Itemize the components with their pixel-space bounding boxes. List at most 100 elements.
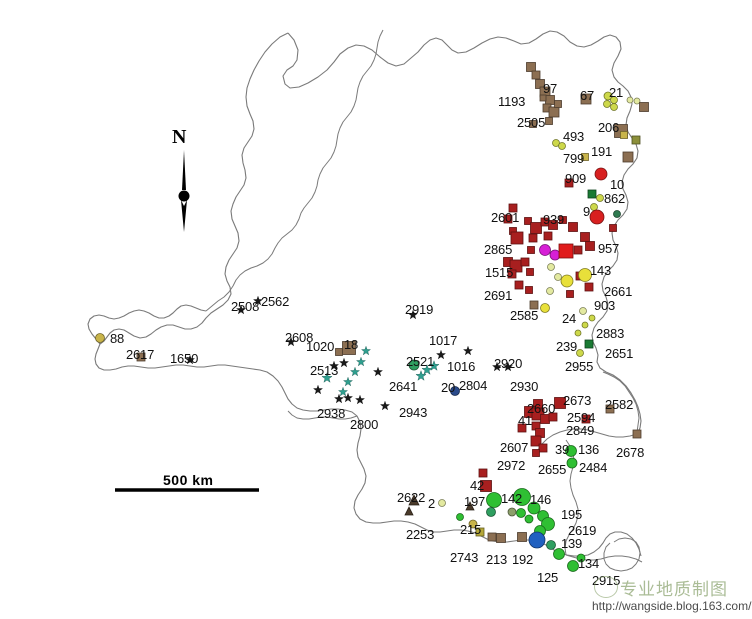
map-marker <box>531 70 541 80</box>
map-point-label: 125 <box>537 570 559 585</box>
map-marker <box>581 321 589 329</box>
map-marker <box>546 287 554 295</box>
map-marker <box>507 507 517 517</box>
map-marker <box>532 449 540 457</box>
scale-bar-label: 500 km <box>163 472 214 488</box>
map-marker <box>573 245 583 255</box>
map-point-label: 215 <box>460 522 482 537</box>
map-marker <box>609 224 617 232</box>
map-point-label: 192 <box>512 552 534 567</box>
map-marker <box>235 304 247 315</box>
map-point-label: 2513 <box>310 363 339 378</box>
map-point-label: 957 <box>598 241 620 256</box>
map-marker <box>480 480 492 492</box>
map-point-label: 134 <box>578 556 600 571</box>
map-point-label: 197 <box>464 494 486 509</box>
map-marker <box>530 222 542 234</box>
map-point-label: 2943 <box>399 405 428 420</box>
map-marker <box>527 246 535 254</box>
map-marker <box>435 349 447 360</box>
map-marker <box>450 386 460 396</box>
map-marker <box>574 329 582 337</box>
map-marker <box>478 468 488 478</box>
map-marker <box>372 366 384 377</box>
map-marker <box>553 548 565 560</box>
map-marker <box>524 514 534 524</box>
map-marker <box>408 494 420 506</box>
map-point-label: 67 <box>580 88 595 103</box>
map-marker <box>517 423 527 433</box>
map-marker <box>558 142 566 150</box>
map-point-label: 213 <box>486 552 508 567</box>
map-point-label: 2505 <box>517 115 546 130</box>
map-marker <box>502 361 514 372</box>
map-point-label: 10 <box>610 177 625 192</box>
map-marker <box>530 435 542 447</box>
map-marker <box>462 345 474 356</box>
map-marker <box>632 429 642 439</box>
map-marker <box>540 303 550 313</box>
map-point-label: 143 <box>590 263 612 278</box>
map-marker <box>338 357 350 368</box>
map-marker <box>312 384 324 395</box>
map-point-label: 2938 <box>317 406 346 421</box>
map-point-label: 21 <box>609 85 624 100</box>
map-point-label: 2253 <box>406 527 435 542</box>
map-marker <box>547 263 555 271</box>
map-marker <box>421 364 433 375</box>
map-marker <box>496 533 506 543</box>
map-point-label: 2972 <box>497 458 526 473</box>
map-point-label: 2641 <box>389 379 418 394</box>
map-marker <box>566 290 574 298</box>
map-marker <box>465 501 475 511</box>
map-point-label: 2661 <box>604 284 633 299</box>
map-point-label: 2508 <box>231 299 260 314</box>
map-point-label: 862 <box>604 191 626 206</box>
map-marker <box>587 189 597 199</box>
map-point-label: 136 <box>578 442 600 457</box>
map-marker <box>576 553 586 563</box>
map-marker <box>539 244 551 256</box>
map-marker <box>528 531 546 549</box>
map-point-label: 41 <box>518 413 533 428</box>
map-marker <box>136 352 146 362</box>
map-point-label: 2955 <box>565 359 594 374</box>
map-point-label: 2 <box>428 496 436 511</box>
map-marker <box>527 501 541 515</box>
map-marker <box>546 540 556 550</box>
map-marker <box>328 360 340 371</box>
map-marker <box>415 370 427 381</box>
map-marker <box>354 394 366 405</box>
map-marker <box>507 269 517 279</box>
map-marker <box>639 102 649 112</box>
map-marker <box>520 257 530 267</box>
map-point-label: 2804 <box>459 378 488 393</box>
region-boundary-inner <box>205 29 643 572</box>
north-letter: N <box>172 126 187 148</box>
map-point-label: 1017 <box>429 333 458 348</box>
map-point-label: 39 <box>555 442 570 457</box>
map-marker <box>588 314 596 322</box>
map-marker <box>559 216 567 224</box>
map-point-label: 2930 <box>510 379 539 394</box>
map-marker <box>379 400 391 411</box>
map-marker <box>585 241 595 251</box>
map-point-label: 903 <box>594 298 616 313</box>
map-point-label: 2655 <box>538 462 567 477</box>
map-point-label: 2601 <box>491 210 520 225</box>
map-marker <box>321 372 333 383</box>
map-marker <box>333 393 345 404</box>
map-point-label: 1020 <box>306 339 335 354</box>
map-point-label: 939 <box>543 212 565 227</box>
map-marker <box>342 392 354 403</box>
map-marker <box>580 93 592 105</box>
map-marker <box>528 233 538 243</box>
map-marker <box>549 249 561 261</box>
map-marker <box>589 209 605 225</box>
map-point-label: 9 <box>583 204 591 219</box>
map-point-label: 2915 <box>592 573 621 588</box>
map-marker <box>342 376 354 387</box>
map-marker <box>545 117 553 125</box>
map-point-label: 2660 <box>527 401 556 416</box>
